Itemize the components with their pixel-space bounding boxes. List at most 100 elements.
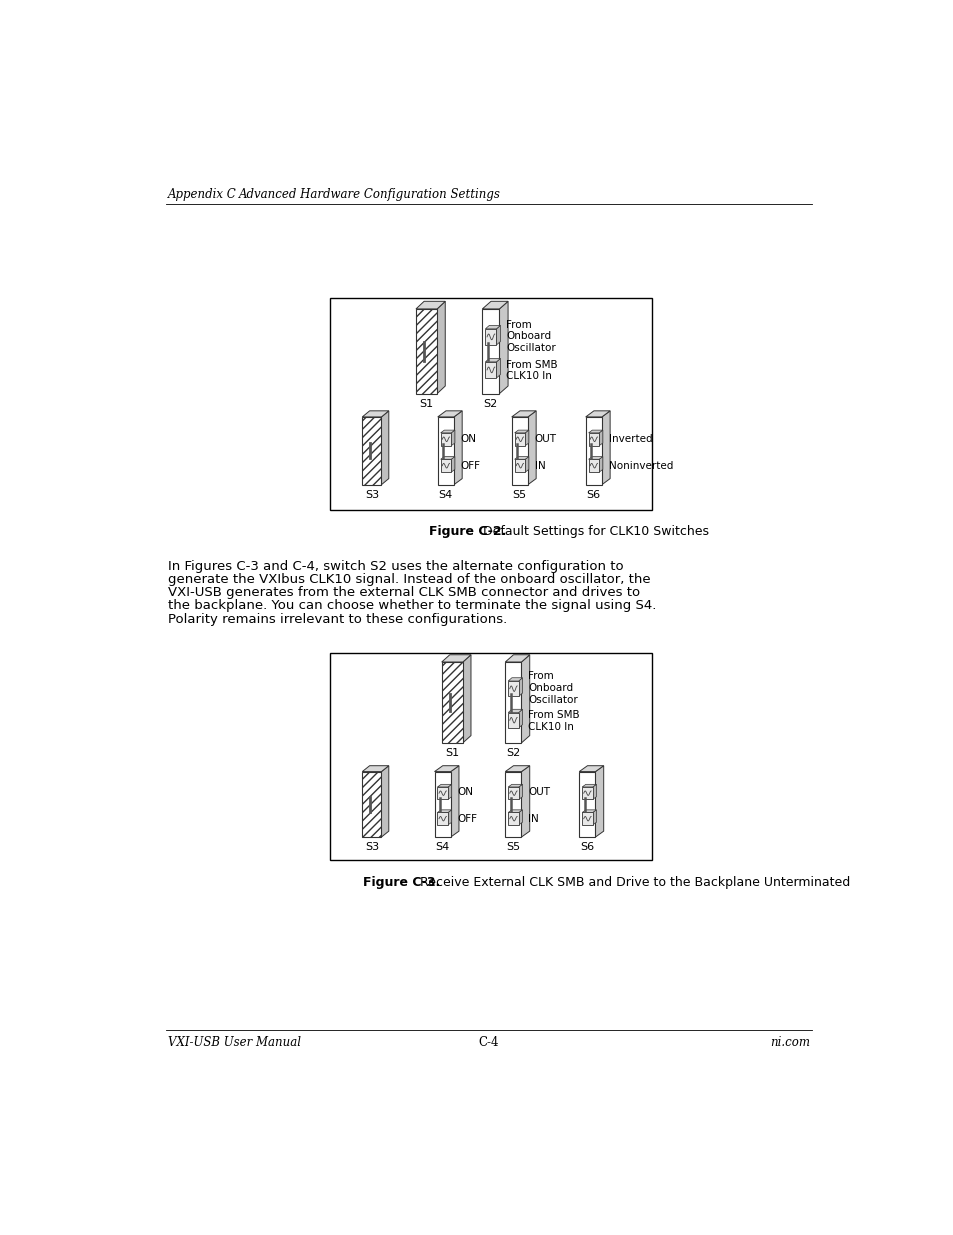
Polygon shape	[598, 457, 602, 472]
Polygon shape	[416, 301, 445, 309]
Text: S2: S2	[483, 399, 497, 409]
Polygon shape	[496, 325, 500, 345]
Text: Default Settings for CLK10 Switches: Default Settings for CLK10 Switches	[475, 526, 709, 538]
Bar	[441, 662, 462, 743]
Bar	[514, 432, 524, 446]
Text: generate the VXIbus CLK10 signal. Instead of the onboard oscillator, the: generate the VXIbus CLK10 signal. Instea…	[168, 573, 650, 587]
Bar	[485, 362, 496, 378]
Polygon shape	[511, 411, 536, 417]
Polygon shape	[524, 457, 528, 472]
Text: S6: S6	[579, 842, 594, 852]
Polygon shape	[508, 810, 522, 813]
Polygon shape	[436, 301, 445, 394]
Polygon shape	[441, 655, 471, 662]
Bar	[581, 787, 592, 799]
Polygon shape	[448, 810, 451, 825]
Polygon shape	[381, 766, 389, 837]
Polygon shape	[482, 301, 508, 309]
Polygon shape	[578, 766, 603, 772]
Bar	[585, 417, 601, 484]
Bar	[508, 713, 518, 727]
Polygon shape	[437, 784, 451, 787]
Bar	[505, 772, 521, 837]
Bar	[437, 417, 454, 484]
Text: S2: S2	[506, 748, 520, 758]
Text: From
Onboard
Oscillator: From Onboard Oscillator	[506, 320, 556, 353]
Polygon shape	[527, 411, 536, 484]
Polygon shape	[518, 678, 522, 697]
Text: S5: S5	[512, 490, 526, 500]
Text: VXI-USB generates from the external CLK SMB connector and drives to: VXI-USB generates from the external CLK …	[168, 587, 639, 599]
Polygon shape	[518, 709, 522, 727]
Polygon shape	[581, 784, 596, 787]
Text: S3: S3	[364, 842, 378, 852]
Bar	[514, 459, 524, 472]
Polygon shape	[448, 784, 451, 799]
Polygon shape	[588, 457, 602, 459]
Polygon shape	[514, 457, 528, 459]
Polygon shape	[496, 358, 500, 378]
Polygon shape	[451, 457, 455, 472]
Bar	[437, 813, 448, 825]
Polygon shape	[588, 430, 602, 432]
Bar	[416, 309, 436, 394]
Polygon shape	[437, 810, 451, 813]
Text: From SMB
CLK10 In: From SMB CLK10 In	[506, 359, 558, 382]
Polygon shape	[524, 430, 528, 446]
Bar	[505, 662, 521, 743]
Bar	[511, 417, 527, 484]
Bar	[362, 772, 381, 837]
Polygon shape	[381, 411, 389, 484]
Polygon shape	[362, 766, 389, 772]
Text: IN: IN	[535, 462, 545, 472]
Text: ON: ON	[457, 788, 473, 798]
Polygon shape	[601, 411, 610, 484]
Text: IN: IN	[528, 815, 538, 825]
Text: S4: S4	[438, 490, 453, 500]
Text: Noninverted: Noninverted	[608, 462, 673, 472]
Text: S4: S4	[435, 842, 449, 852]
Polygon shape	[518, 784, 522, 799]
Bar	[588, 432, 598, 446]
Polygon shape	[451, 430, 455, 446]
Bar	[581, 813, 592, 825]
Bar	[440, 459, 451, 472]
Polygon shape	[434, 766, 458, 772]
Text: Figure C-3.: Figure C-3.	[362, 876, 439, 889]
Polygon shape	[521, 655, 529, 743]
Bar	[437, 787, 448, 799]
Bar	[330, 652, 651, 861]
Polygon shape	[508, 709, 522, 713]
Text: Receive External CLK SMB and Drive to the Backplane Unterminated: Receive External CLK SMB and Drive to th…	[412, 876, 849, 889]
Polygon shape	[518, 810, 522, 825]
Polygon shape	[505, 655, 529, 662]
Text: S5: S5	[506, 842, 520, 852]
Polygon shape	[450, 766, 458, 837]
Text: C-4: C-4	[478, 1036, 498, 1050]
Polygon shape	[440, 457, 455, 459]
Text: S1: S1	[419, 399, 434, 409]
Polygon shape	[595, 766, 603, 837]
Polygon shape	[592, 784, 596, 799]
Polygon shape	[437, 411, 461, 417]
Text: OFF: OFF	[457, 815, 477, 825]
Bar	[482, 309, 498, 394]
Polygon shape	[592, 810, 596, 825]
Text: VXI-USB User Manual: VXI-USB User Manual	[168, 1036, 301, 1050]
Polygon shape	[585, 411, 610, 417]
Polygon shape	[440, 430, 455, 432]
Text: S3: S3	[364, 490, 378, 500]
Polygon shape	[521, 766, 529, 837]
Bar	[485, 329, 496, 345]
Text: In Figures C-3 and C-4, switch S2 uses the alternate configuration to: In Figures C-3 and C-4, switch S2 uses t…	[168, 561, 623, 573]
Polygon shape	[508, 678, 522, 680]
Text: S1: S1	[445, 748, 458, 758]
Text: From SMB
CLK10 In: From SMB CLK10 In	[528, 710, 579, 732]
Bar	[434, 772, 450, 837]
Text: Advanced Hardware Configuration Settings: Advanced Hardware Configuration Settings	[239, 188, 500, 201]
Text: Polarity remains irrelevant to these configurations.: Polarity remains irrelevant to these con…	[168, 613, 507, 625]
Polygon shape	[362, 411, 389, 417]
Text: OUT: OUT	[528, 788, 550, 798]
Polygon shape	[505, 766, 529, 772]
Text: ni.com: ni.com	[769, 1036, 809, 1050]
